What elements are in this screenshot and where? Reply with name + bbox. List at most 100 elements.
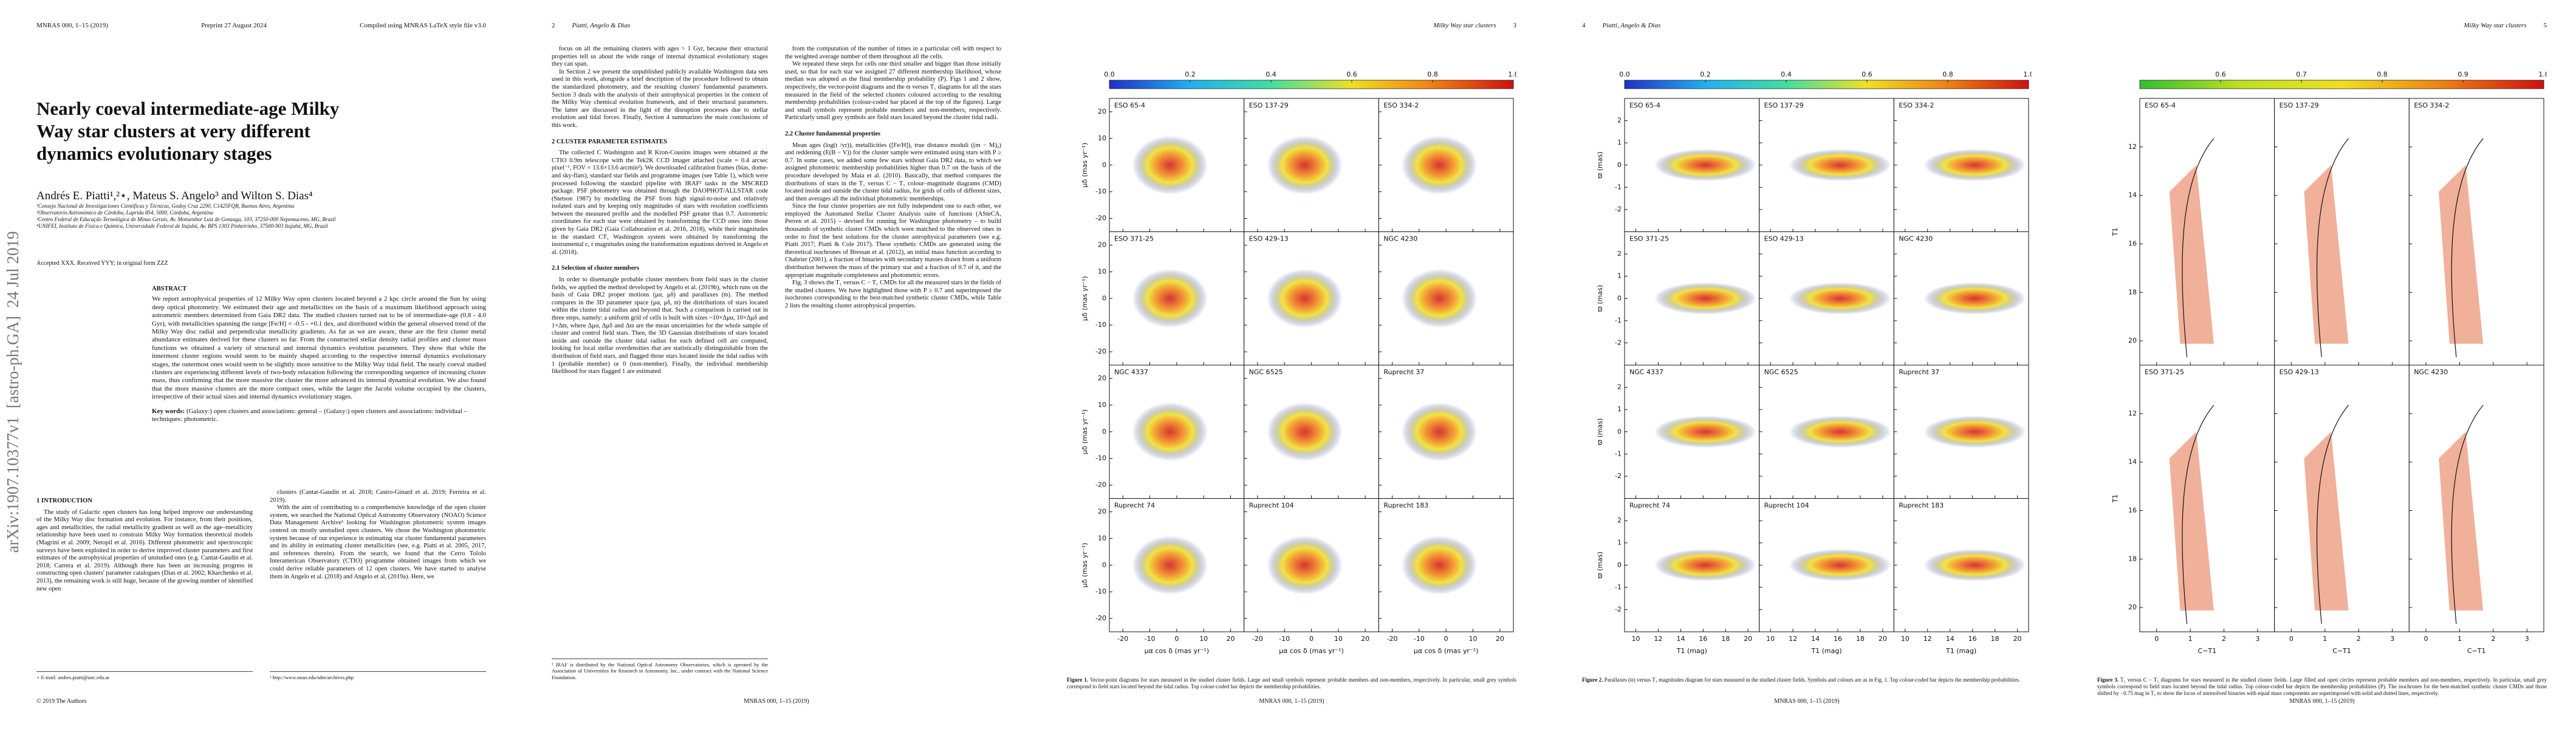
y-tick-label: 0 [1617, 561, 1622, 569]
x-tick-label: 0 [1309, 635, 1314, 643]
y-tick-label: 10 [1098, 267, 1106, 275]
y-tick-label: 1 [1617, 539, 1622, 547]
x-axis-label: C−T1 [2198, 647, 2217, 655]
y-tick-label: 16 [2128, 239, 2137, 247]
y-tick-label: 0 [1102, 161, 1106, 169]
text-columns: focus on all the remaining clusters with… [552, 46, 1001, 680]
y-tick-label: 10 [1098, 534, 1106, 542]
panel-label: ESO 334-2 [1383, 101, 1419, 109]
point-cloud [1132, 135, 1208, 195]
x-axis-label: T1 (mag) [1810, 647, 1841, 655]
panel-label: NGC 4230 [2414, 368, 2448, 376]
panel-label: ESO 429-13 [2280, 368, 2319, 376]
x-tick-label: 1 [2323, 635, 2327, 643]
panel-label: ESO 137-29 [2280, 101, 2319, 109]
point-cloud [2304, 165, 2349, 344]
page: Milky Way star clusters 3 0.0 0.2 0.4 0.6 0.8 1… [1030, 0, 1546, 729]
page: Milky Way star clusters 5 0.6 0.7 0.8 0.9 1.0 E… [2061, 0, 2576, 729]
x-axis-label: C−T1 [2332, 647, 2351, 655]
page-footer: MNRAS 000, 1–15 (2019) [2289, 698, 2355, 705]
y-axis-label: ϖ (mas) [1596, 285, 1604, 312]
point-cloud [1132, 269, 1208, 328]
y-axis-label: ϖ (mas) [1596, 152, 1604, 179]
section-heading: 2 CLUSTER PARAMETER ESTIMATES [552, 138, 668, 145]
section-heading: 2.2 Cluster fundamental properties [785, 130, 881, 137]
y-tick-label: 1 [1617, 139, 1622, 146]
x-tick-label: 14 [1946, 635, 1954, 643]
authors: Andrés E. Piatti¹,²⋆, Mateus S. Angelo³ … [36, 190, 313, 202]
panel-label: ESO 371-25 [1629, 235, 1669, 243]
y-tick-label: 2 [1617, 383, 1622, 391]
page-footer: MNRAS 000, 1–15 (2019) [1774, 698, 1840, 705]
page: 2 Piatti, Angelo & Dias focus on all the r… [515, 0, 1030, 729]
y-axis-label: T1 [2111, 228, 2119, 237]
colorbar-tick-label: 0.8 [2377, 70, 2388, 78]
panel-label: ESO 65-4 [1629, 101, 1660, 109]
panel-label: ESO 371-25 [2145, 368, 2184, 376]
y-tick-label: 20 [2128, 603, 2137, 611]
affiliation: ⁴UNIFEI, Instituto de Física e Química, … [36, 223, 328, 229]
x-tick-label: 16 [1834, 635, 1842, 643]
figure: 0.0 0.2 0.4 0.6 0.8 1.0 ESO 65-4 -20 -10 0 10 20 μδ … [1081, 70, 1516, 655]
keywords-label: Key words: [152, 407, 185, 415]
y-axis-label: μδ (mas yr⁻¹) [1081, 542, 1089, 587]
point-cloud [1267, 269, 1343, 328]
page-header: 2 Piatti, Angelo & Dias [552, 22, 1001, 29]
y-tick-label: 2 [1617, 117, 1622, 125]
isochrone [2316, 405, 2349, 624]
point-cloud [1923, 282, 2026, 315]
y-tick-label: -10 [1095, 587, 1106, 595]
panel-label: ESO 371-25 [1114, 235, 1154, 243]
x-tick-label: 18 [1856, 635, 1865, 643]
panel-label: Ruprecht 183 [1899, 502, 1944, 510]
page-header: Milky Way star clusters 5 [2097, 22, 2547, 29]
caption-label: Figure 2. [1582, 677, 1603, 683]
header-item: 5 [2543, 22, 2547, 29]
page: 4 Piatti, Angelo & Dias 0.0 0.2 0.4 0.6 0.8 1.0… [1546, 0, 2061, 729]
y-tick-label: 2 [1617, 516, 1622, 524]
figure-caption: Figure 2. Parallaxes (ϖ) versus T₁ magni… [1582, 677, 2032, 683]
point-cloud [1402, 535, 1478, 595]
x-tick-label: 20 [1744, 635, 1752, 643]
point-cloud [2439, 165, 2484, 344]
y-tick-label: -1 [1615, 317, 1622, 324]
y-tick-label: 16 [2128, 506, 2137, 514]
panel-frame [2408, 364, 2544, 632]
x-tick-label: 12 [1789, 635, 1797, 643]
colorbar-tick-label: 0.6 [1862, 70, 1872, 78]
colorbar-tick-label: 0.8 [1942, 70, 1953, 78]
header-right: Milky Way star clusters 5 [2464, 22, 2547, 29]
panel-label: Ruprecht 37 [1383, 368, 1424, 376]
colorbar-tick-label: 0.0 [1619, 70, 1630, 78]
y-tick-label: 0 [1617, 294, 1622, 302]
y-tick-label: 0 [1102, 561, 1106, 569]
header-right: Milky Way star clusters 3 [1433, 22, 1516, 29]
header-item: Milky Way star clusters [2464, 22, 2527, 29]
received-line: Accepted XXX. Received YYY; in original … [36, 260, 168, 267]
y-tick-label: -20 [1095, 614, 1106, 622]
x-tick-label: 20 [1227, 635, 1235, 643]
point-cloud [1654, 416, 1757, 448]
abstract-heading: ABSTRACT [152, 286, 187, 292]
header-item: Piatti, Angelo & Dias [572, 22, 631, 29]
x-axis-label: μα cos δ (mas yr⁻¹) [1279, 647, 1344, 655]
paragraph: Since the four cluster properties are no… [785, 203, 1001, 279]
paragraph: focus on all the remaining clusters with… [552, 46, 768, 68]
point-cloud [1789, 416, 1891, 448]
x-tick-label: -20 [1387, 635, 1398, 643]
y-tick-label: -2 [1615, 605, 1622, 613]
point-cloud [1923, 549, 2026, 581]
colorbar-tick-label: 1.0 [2538, 70, 2547, 78]
panel-label: ESO 137-29 [1764, 101, 1804, 109]
panel-label: NGC 6525 [1249, 368, 1283, 376]
paragraph: The study of Galactic open clusters has … [36, 508, 253, 592]
panel-frame [2274, 98, 2410, 366]
footnote: ² IRAF is distributed by the National Op… [552, 661, 768, 680]
header-item: 2 [552, 22, 555, 29]
header-left: MNRAS 000, 1–15 (2019) Preprint 27 August… [36, 22, 486, 29]
y-tick-label: -10 [1095, 321, 1106, 329]
paragraph: from the computation of the number of ti… [785, 46, 1001, 60]
y-tick-label: 2 [1617, 250, 1622, 258]
